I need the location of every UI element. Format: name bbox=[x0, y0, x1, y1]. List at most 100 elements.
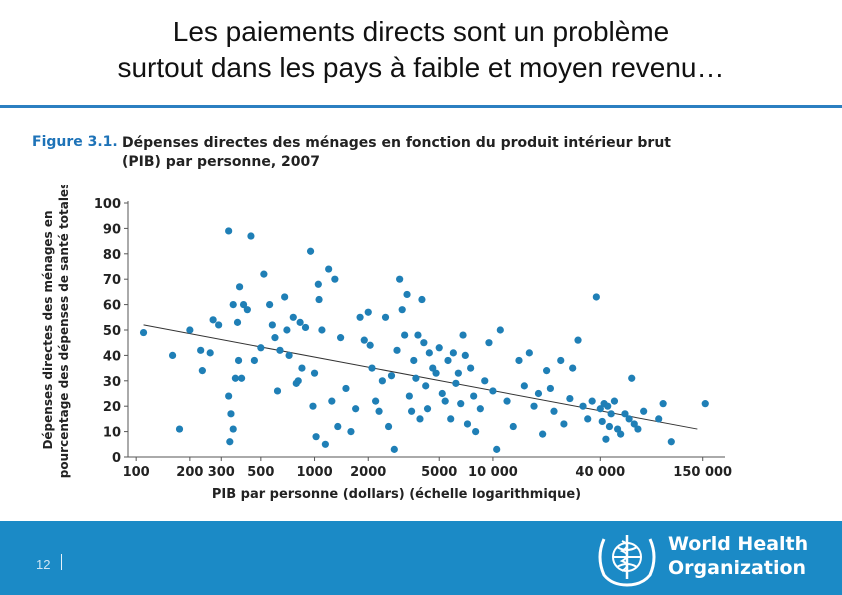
scatter-chart: 0 10 20 30 40 50 60 70 80 90 100 100 200 300 500 1000 20… bbox=[41, 185, 732, 502]
data-point bbox=[588, 397, 596, 405]
data-point bbox=[247, 232, 255, 240]
data-point bbox=[410, 356, 418, 365]
data-point bbox=[226, 438, 234, 446]
data-point bbox=[306, 247, 315, 255]
data-point bbox=[422, 382, 430, 390]
y-axis-label-line2: pourcentage des dépenses de santé totale… bbox=[57, 185, 71, 478]
data-point bbox=[360, 336, 368, 344]
y-tick-label: 40 bbox=[103, 349, 121, 364]
data-point bbox=[168, 351, 177, 359]
data-point bbox=[481, 377, 489, 385]
data-point bbox=[250, 356, 258, 365]
data-point bbox=[461, 351, 469, 359]
data-point bbox=[596, 405, 604, 413]
data-point bbox=[405, 392, 413, 400]
data-point bbox=[476, 405, 484, 413]
data-point bbox=[314, 280, 322, 288]
data-point bbox=[331, 275, 339, 283]
figure-label: Figure 3.1. bbox=[32, 134, 118, 150]
data-point bbox=[352, 405, 360, 413]
data-point bbox=[198, 367, 206, 375]
data-point bbox=[257, 344, 265, 352]
data-point bbox=[546, 384, 554, 393]
data-point bbox=[334, 422, 342, 431]
who-logo-line2: Organization bbox=[668, 557, 807, 579]
data-point bbox=[312, 433, 320, 441]
data-point bbox=[429, 364, 437, 372]
y-tick-label: 90 bbox=[103, 222, 121, 237]
data-point bbox=[229, 425, 237, 433]
data-point bbox=[640, 407, 648, 415]
data-point bbox=[342, 384, 350, 393]
data-point bbox=[467, 364, 475, 372]
data-point bbox=[459, 331, 467, 339]
y-tick-label: 80 bbox=[103, 248, 121, 263]
data-point bbox=[557, 356, 565, 365]
data-point bbox=[234, 356, 243, 365]
slide-title-line2: surtout dans les pays à faible et moyen … bbox=[117, 52, 725, 83]
data-point bbox=[384, 422, 393, 431]
x-tick-label: 100 bbox=[123, 465, 150, 480]
data-point bbox=[407, 407, 416, 415]
data-point bbox=[493, 445, 501, 453]
data-point bbox=[381, 313, 390, 321]
data-point bbox=[579, 402, 587, 410]
data-point bbox=[525, 349, 533, 357]
data-point bbox=[235, 283, 244, 291]
data-point bbox=[470, 392, 478, 400]
data-point bbox=[260, 270, 268, 278]
y-tick-label: 60 bbox=[103, 299, 121, 314]
title-divider bbox=[0, 105, 842, 108]
data-point bbox=[534, 389, 543, 398]
data-point bbox=[452, 379, 460, 387]
data-point bbox=[318, 326, 326, 334]
data-point bbox=[496, 326, 504, 334]
data-point bbox=[296, 318, 304, 326]
data-point bbox=[449, 349, 457, 357]
who-logo-text: World Health Organization bbox=[668, 532, 838, 580]
data-point bbox=[301, 323, 310, 332]
data-point bbox=[550, 407, 558, 415]
data-point bbox=[628, 374, 636, 382]
data-point bbox=[566, 394, 574, 403]
data-point bbox=[503, 397, 511, 405]
data-point bbox=[231, 374, 239, 382]
who-logo-line1: World Health bbox=[668, 533, 809, 555]
data-point bbox=[372, 397, 380, 405]
data-point bbox=[604, 402, 612, 410]
data-point bbox=[509, 422, 517, 431]
data-point bbox=[229, 301, 237, 309]
data-point bbox=[420, 339, 428, 347]
data-point bbox=[621, 410, 629, 418]
data-point bbox=[447, 415, 455, 423]
data-point bbox=[416, 415, 424, 423]
data-point bbox=[390, 445, 398, 453]
slide-title: Les paiements directs sont un problème s… bbox=[0, 14, 842, 86]
data-point bbox=[325, 265, 333, 273]
data-point bbox=[227, 410, 235, 418]
x-tick-label: 1000 bbox=[296, 465, 332, 480]
data-point bbox=[233, 318, 242, 326]
data-point bbox=[412, 374, 420, 382]
data-point bbox=[610, 397, 619, 405]
data-point bbox=[393, 346, 401, 354]
data-point bbox=[209, 316, 217, 324]
data-point bbox=[273, 387, 282, 395]
x-axis-label: PIB par personne (dollars) (échelle loga… bbox=[212, 487, 581, 502]
data-point bbox=[215, 321, 223, 329]
data-point bbox=[298, 364, 306, 372]
data-point bbox=[414, 331, 422, 339]
data-point bbox=[366, 341, 374, 349]
data-point bbox=[435, 344, 443, 352]
who-emblem-icon bbox=[598, 535, 656, 587]
trend-line bbox=[143, 324, 698, 430]
y-tick-label: 70 bbox=[103, 273, 121, 288]
data-point bbox=[398, 306, 406, 314]
data-point bbox=[401, 331, 409, 339]
y-tick-label: 100 bbox=[94, 197, 121, 212]
data-point bbox=[574, 336, 582, 344]
data-point bbox=[602, 435, 610, 443]
data-point bbox=[276, 346, 284, 354]
data-point bbox=[598, 417, 606, 426]
data-point bbox=[425, 349, 433, 357]
